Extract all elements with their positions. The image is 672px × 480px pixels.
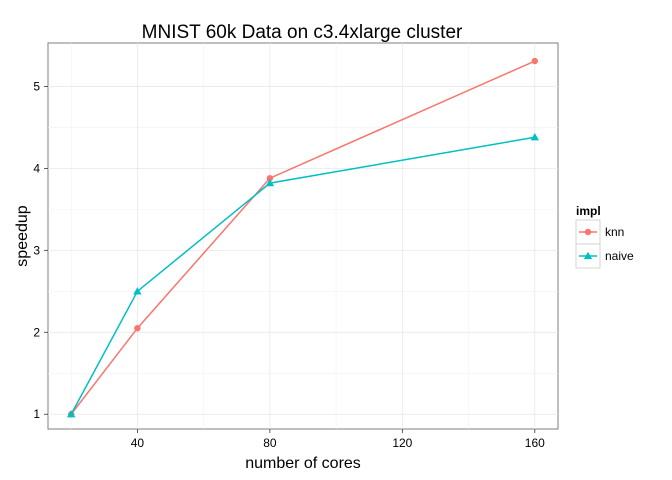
x-axis-ticks: 40 80 120 160 xyxy=(131,429,545,450)
grid-minor xyxy=(48,43,558,429)
y-tick-label: 3 xyxy=(33,243,40,257)
legend-key-marker xyxy=(583,251,593,260)
x-tick-label: 160 xyxy=(525,436,545,450)
grid-major xyxy=(48,43,558,429)
x-tick-label: 80 xyxy=(263,436,277,450)
legend-label-knn: knn xyxy=(605,225,624,239)
legend-item-naive: naive xyxy=(575,243,634,269)
data-point-knn xyxy=(266,175,274,182)
plot-panel xyxy=(47,42,559,430)
legend-item-knn: knn xyxy=(575,219,624,245)
data-point-naive xyxy=(265,178,275,187)
data-point-knn xyxy=(531,57,539,65)
data-point-knn xyxy=(134,324,141,332)
series-naive xyxy=(66,133,540,418)
legend-key-marker xyxy=(584,228,592,236)
series-line-naive xyxy=(70,136,535,415)
y-tick-label: 1 xyxy=(33,407,40,421)
y-tick-label: 4 xyxy=(33,161,40,175)
data-point-naive xyxy=(133,287,142,295)
data-point-naive xyxy=(66,410,76,418)
legend: impl knn naive xyxy=(575,204,634,269)
x-tick-label: 40 xyxy=(131,436,145,450)
x-tick-label: 120 xyxy=(392,436,412,450)
series-line-knn xyxy=(70,60,536,415)
y-tick-label: 2 xyxy=(33,325,40,339)
x-axis-label: number of cores xyxy=(245,455,361,472)
y-axis-label: speedup xyxy=(14,205,31,266)
data-point-naive xyxy=(530,133,540,141)
y-axis-ticks: 1 2 3 4 5 xyxy=(33,79,48,421)
series-knn xyxy=(67,57,539,418)
legend-label-naive: naive xyxy=(605,249,634,263)
y-tick-label: 5 xyxy=(33,79,40,93)
legend-title: impl xyxy=(576,204,601,218)
series-layer xyxy=(66,57,540,418)
chart-title: MNIST 60k Data on c3.4xlarge cluster xyxy=(142,22,463,43)
